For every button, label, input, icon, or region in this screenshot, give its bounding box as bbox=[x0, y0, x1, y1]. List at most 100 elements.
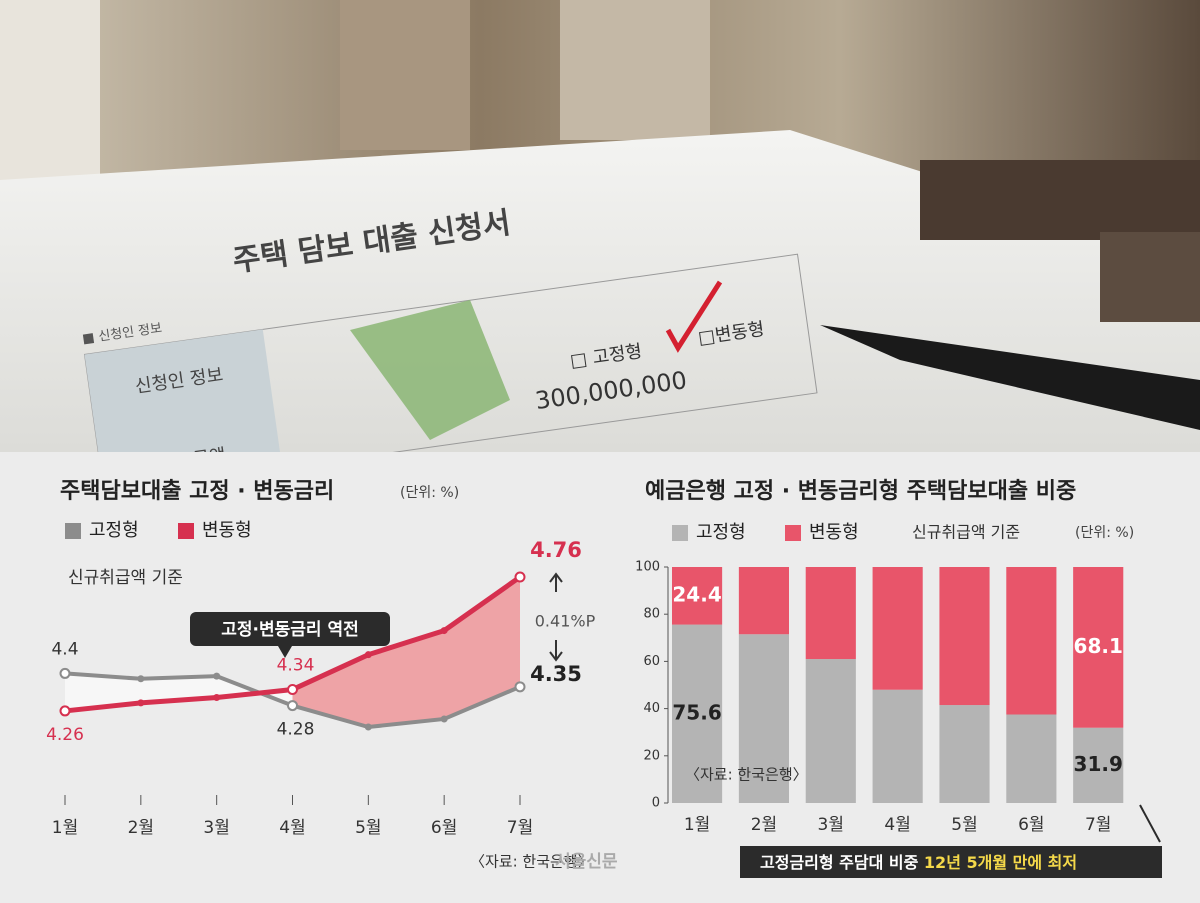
y-tick-label: 100 bbox=[635, 560, 660, 575]
point bbox=[137, 675, 145, 683]
bar-segment bbox=[872, 567, 923, 690]
y-tick-label: 20 bbox=[643, 748, 660, 763]
y-tick-label: 0 bbox=[652, 796, 660, 811]
bar-segment bbox=[872, 689, 923, 803]
bar-segment bbox=[939, 705, 990, 803]
gap-label: 0.41%P bbox=[535, 612, 596, 631]
value-label: 4.34 bbox=[277, 656, 315, 676]
callout-box bbox=[190, 612, 390, 646]
value-label: 24.4 bbox=[672, 582, 721, 606]
x-tick-label: 7월 bbox=[507, 818, 533, 838]
building bbox=[0, 0, 100, 180]
subtitle: 신규취급액 기준 bbox=[912, 523, 1020, 542]
point bbox=[514, 681, 526, 693]
point bbox=[440, 715, 448, 723]
gap-arrows bbox=[549, 572, 563, 662]
check-mark bbox=[665, 280, 723, 353]
x-tick-label: 5월 bbox=[355, 818, 381, 838]
point bbox=[440, 627, 448, 635]
bar-segment bbox=[672, 567, 723, 625]
legend-swatch bbox=[785, 525, 801, 541]
callout-pointer bbox=[278, 646, 292, 658]
bar-segment bbox=[1006, 714, 1057, 803]
bar-segment bbox=[805, 659, 856, 803]
unit: (단위: %) bbox=[400, 485, 459, 501]
point bbox=[287, 700, 298, 712]
building bbox=[340, 0, 470, 150]
note-highlight: 12년 5개월 만에 최저 bbox=[924, 853, 1077, 872]
legend-label: 변동형 bbox=[809, 522, 859, 543]
photo: 주택 담보 대출 신청서 ■ 신청인 정보 신청인 정보 대출 금액 □ 고정형… bbox=[0, 0, 1200, 494]
pen bbox=[820, 325, 1200, 430]
value-label: 31.9 bbox=[1074, 752, 1123, 776]
chart-title: 예금은행 고정 · 변동금리형 주택담보대출 비중 bbox=[645, 479, 1076, 504]
bar-segment bbox=[1073, 727, 1124, 803]
note-text: 고정금리형 주담대 비중 12년 5개월 만에 최저 bbox=[760, 853, 1077, 872]
x-tick-label: 2월 bbox=[128, 818, 154, 838]
bar-segment bbox=[939, 567, 990, 706]
gap-area bbox=[65, 673, 293, 711]
note-box bbox=[740, 846, 1162, 878]
value-label: 4.26 bbox=[46, 725, 84, 745]
value-label: 4.28 bbox=[277, 720, 315, 740]
x-tick-label: 6월 bbox=[431, 818, 457, 838]
point bbox=[213, 694, 221, 702]
x-tick-label: 6월 bbox=[1018, 815, 1044, 835]
note: 고정금리형 주담대 비중 12년 5개월 만에 최저 bbox=[740, 804, 1162, 878]
crossover-callout: 고정·변동금리 역전 bbox=[190, 612, 390, 658]
plots: 1월 2월 3월 4월 5월 6월 7월 4.4 4.28 4.35 4.26 4.34 4.76 고정형… bbox=[46, 520, 1124, 838]
banknote bbox=[350, 300, 510, 440]
point bbox=[213, 672, 221, 680]
value-label: 4.35 bbox=[530, 662, 582, 686]
x-tick-label: 5월 bbox=[951, 815, 977, 835]
unit: (단위: %) bbox=[1075, 525, 1134, 541]
point bbox=[59, 667, 71, 679]
point bbox=[364, 723, 372, 731]
logo: 서울신문 bbox=[555, 852, 618, 872]
source: 〈자료: 한국은행〉 bbox=[685, 766, 808, 784]
gap-area bbox=[292, 577, 520, 727]
point bbox=[514, 571, 526, 583]
stamp-box bbox=[920, 160, 1200, 240]
x-tick-label: 4월 bbox=[884, 815, 910, 835]
x-tick-label: 1월 bbox=[684, 815, 710, 835]
note-text: 고정금리형 주담대 비중 bbox=[760, 853, 924, 872]
legend-swatch bbox=[672, 525, 688, 541]
point bbox=[364, 651, 372, 659]
bar-segment bbox=[1073, 567, 1124, 728]
legend-label: 고정형 bbox=[89, 520, 139, 541]
note-pointer bbox=[1139, 804, 1161, 843]
stamp-pad bbox=[1100, 232, 1200, 322]
x-tick-label: 3월 bbox=[818, 815, 844, 835]
subtitle: 신규취급액 기준 bbox=[68, 568, 183, 588]
x-tick-label: 4월 bbox=[279, 818, 305, 838]
bar-segment bbox=[1006, 567, 1057, 715]
value-label: 4.4 bbox=[51, 639, 78, 659]
y-tick-label: 60 bbox=[643, 654, 660, 669]
y-tick-label: 40 bbox=[643, 701, 660, 716]
legend-swatch bbox=[178, 523, 194, 539]
point bbox=[137, 699, 145, 707]
x-tick-label: 7월 bbox=[1085, 815, 1111, 835]
point bbox=[59, 705, 71, 717]
value-label: 68.1 bbox=[1074, 634, 1123, 658]
value-label: 75.6 bbox=[672, 700, 721, 724]
y-tick-label: 80 bbox=[643, 607, 660, 622]
chart-title: 주택담보대출 고정 · 변동금리 bbox=[60, 479, 334, 504]
bar-segment bbox=[805, 567, 856, 660]
x-tick-label: 1월 bbox=[52, 818, 78, 838]
source: 〈자료: 한국은행〉 bbox=[470, 853, 593, 871]
x-tick-label: 2월 bbox=[751, 815, 777, 835]
bar-segment bbox=[738, 634, 789, 803]
legend-swatch bbox=[65, 523, 81, 539]
point bbox=[287, 684, 298, 695]
callout-text: 고정·변동금리 역전 bbox=[221, 620, 359, 640]
bar-segment bbox=[738, 567, 789, 635]
legend-label: 고정형 bbox=[696, 522, 746, 543]
x-tick-label: 3월 bbox=[203, 818, 229, 838]
building bbox=[560, 0, 710, 140]
value-label: 4.76 bbox=[530, 538, 582, 562]
paper bbox=[0, 130, 1200, 452]
legend-label: 변동형 bbox=[202, 520, 252, 541]
